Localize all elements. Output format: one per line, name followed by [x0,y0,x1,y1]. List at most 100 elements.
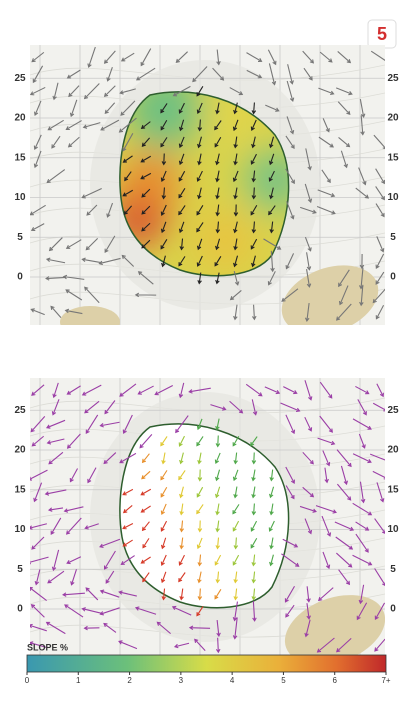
slope-arrow [369,453,385,461]
slope-arrow [352,453,372,464]
slope-arrow [215,418,220,431]
slope-arrow [196,238,203,251]
slope-arrow [336,552,353,568]
slope-arrow [100,119,120,131]
slope-arrow [319,51,333,63]
slope-arrow [214,554,222,566]
slope-arrow [233,238,238,251]
slope-arrow [216,49,221,66]
slope-arrow [103,622,117,633]
slope-arrow [178,153,185,166]
slope-arrow [268,205,276,216]
slope-arrow [197,452,202,465]
slope-arrow [140,488,152,496]
slope-arrow [375,203,385,218]
slope-arrow [233,588,238,601]
slope-arrow [322,118,330,133]
slope-arrow [359,253,365,270]
slope-arrow [31,384,45,396]
slope-arrow [359,481,366,504]
slope-arrow [30,623,47,632]
slope-arrow [160,137,168,148]
slope-arrow [285,466,295,484]
slope-arrow [197,272,202,285]
slope-arrow [232,554,240,566]
slope-arrow [99,607,120,616]
slope-arrow [84,286,100,304]
slope-arrow [215,537,221,550]
slope-arrow [120,555,135,565]
slope-arrow [50,305,62,318]
slope-arrow [196,436,204,447]
slope-arrow [141,222,151,232]
slope-arrow [120,100,136,116]
slope-arrow [360,115,365,136]
slope-arrow [215,153,220,166]
slope-arrow [178,188,186,199]
slope-arrow [232,520,240,532]
slope-arrow [141,521,150,532]
slope-arrow [303,67,313,81]
slope-arrow [372,402,385,412]
slope-arrow [215,571,221,584]
slope-arrow [103,85,116,98]
slope-arrow [140,172,152,180]
slope-arrow [251,452,257,465]
slope-arrow [68,85,80,98]
slope-arrow [33,134,42,151]
slope-arrow [188,387,211,394]
slope-arrow [30,586,47,602]
y-tick-label: 0 [17,604,23,615]
slope-arrow [214,589,222,600]
slope-arrow [66,556,82,565]
slope-arrow [30,556,49,565]
slope-arrow [375,271,385,285]
slope-arrow [33,482,43,503]
slope-arrow [281,553,300,567]
slope-arrow [32,65,44,84]
slope-arrow [175,51,188,64]
slope-arrow [214,120,222,131]
slope-arrow [81,187,102,199]
slope-arrow [64,604,84,618]
slope-arrow [321,515,332,537]
slope-arrow [250,204,258,216]
slope-arrow [215,637,221,654]
slope-arrow [46,438,65,445]
slope-arrow [31,51,45,63]
slope-arrow [52,382,59,399]
slope-arrow [251,102,257,115]
slope-arrow [376,482,385,503]
slope-arrow [30,204,46,216]
y-tick-label: 20 [14,113,26,124]
slope-arrow [196,606,204,617]
slope-arrow [304,619,311,638]
slope-arrow [84,400,100,414]
slope-arrow [285,135,295,149]
slope-arrow [233,204,239,217]
slope-arrow [142,572,150,583]
slope-arrow [250,537,258,549]
slope-arrow [83,625,100,631]
slope-arrow [268,520,275,532]
slope-arrow [86,204,98,216]
slope-arrow [282,538,299,548]
slope-arrow [30,523,47,530]
slope-arrow [372,288,385,304]
slope-arrow [48,237,63,252]
slope-arrow [178,470,186,481]
y-tick-label: 5 [390,232,396,243]
slope-arrow [179,537,184,550]
slope-arrow [233,486,238,499]
slope-arrow [134,606,157,615]
slope-arrow [178,221,185,234]
slope-arrow [285,168,295,185]
slope-arrow [178,205,186,216]
y-tick-label: 0 [17,272,23,283]
slope-arrow [372,470,385,480]
slope-arrow [140,48,152,67]
bottom-map [30,378,385,655]
slope-arrow [336,483,352,501]
slope-arrow [304,237,312,252]
slope-arrow [123,205,133,215]
